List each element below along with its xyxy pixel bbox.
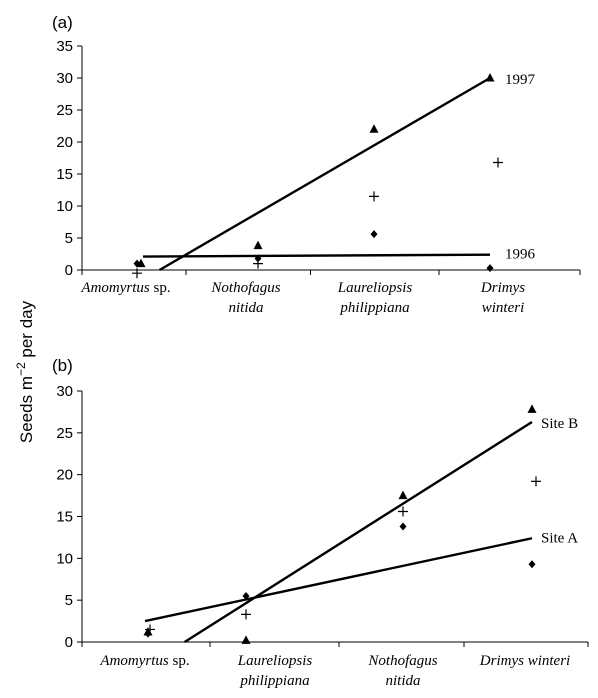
x-category-label: Nothofagus <box>210 280 280 296</box>
trend-line <box>144 537 533 623</box>
trend-line <box>183 420 533 644</box>
x-category-label: Laureliopsis <box>337 280 413 296</box>
x-category-label-line2: nitida <box>385 673 420 689</box>
y-tick-label: 15 <box>56 509 73 526</box>
trend-line <box>158 76 491 272</box>
data-point-diamond <box>242 591 250 600</box>
x-category-label: Amomyrtus sp. <box>99 653 189 669</box>
trend-line-label: Site B <box>541 416 578 432</box>
x-category-label: Drimys <box>480 280 525 296</box>
data-point-plus <box>145 624 155 635</box>
x-category-label-line2: philippiana <box>239 673 309 689</box>
y-tick-label: 20 <box>56 467 73 484</box>
panel-a: (a) 0 5 10 15 20 25 30 35 Amomyrtus sp. Nothofagus… <box>52 13 581 316</box>
panel-label: (a) <box>52 13 73 32</box>
x-category-label-line2: winteri <box>482 300 525 316</box>
y-tick-label: 5 <box>65 592 73 609</box>
x-category-label: Laureliopsis <box>237 653 313 669</box>
y-tick-label: 30 <box>56 70 73 87</box>
x-category-label: Drimys winteri <box>479 653 570 669</box>
data-point-plus <box>369 191 379 202</box>
x-category-label-line2: nitida <box>228 300 263 316</box>
y-tick-label: 10 <box>56 198 73 215</box>
data-point-triangle <box>253 240 263 250</box>
data-point-plus <box>531 476 541 487</box>
data-point-triangle <box>369 124 379 133</box>
data-point-plus <box>253 258 263 269</box>
y-tick-label: 20 <box>56 134 73 151</box>
x-category-label: Amomyrtus sp. <box>80 280 170 296</box>
data-point-triangle <box>241 635 251 644</box>
data-point-plus <box>132 268 142 279</box>
data-point-diamond <box>486 264 494 273</box>
data-point-plus <box>493 157 503 168</box>
trend-line-label: 1996 <box>505 247 536 263</box>
y-tick-label: 15 <box>56 166 73 183</box>
y-tick-label: 0 <box>65 634 73 651</box>
data-point-diamond <box>254 254 262 263</box>
y-tick-label: 25 <box>56 102 73 119</box>
data-point-diamond <box>528 560 536 569</box>
data-point-triangle <box>398 490 408 500</box>
trend-line <box>142 253 491 258</box>
y-tick-label: 30 <box>56 383 73 400</box>
y-tick-label: 0 <box>65 262 73 279</box>
trend-line-label: 1997 <box>505 72 536 88</box>
y-tick-label: 5 <box>65 230 73 247</box>
panel-label: (b) <box>52 356 73 375</box>
data-point-diamond <box>399 522 407 531</box>
x-category-label: Nothofagus <box>367 653 437 669</box>
y-tick-label: 10 <box>56 550 73 567</box>
y-axis-label: Seeds m−2 per day <box>14 300 36 443</box>
data-point-diamond <box>133 259 141 268</box>
data-point-triangle <box>485 73 495 82</box>
x-category-label-line2: philippiana <box>339 300 409 316</box>
data-point-plus <box>241 609 251 620</box>
y-tick-label: 25 <box>56 425 73 442</box>
data-point-plus <box>398 506 408 517</box>
data-point-diamond <box>370 230 378 239</box>
data-point-triangle <box>527 404 537 413</box>
trend-line-label: Site A <box>541 530 578 546</box>
y-tick-label: 35 <box>56 38 73 55</box>
panel-b: (b) 0 5 10 15 20 25 30 Amomyrtus sp. Laureliopsis… <box>52 356 589 689</box>
